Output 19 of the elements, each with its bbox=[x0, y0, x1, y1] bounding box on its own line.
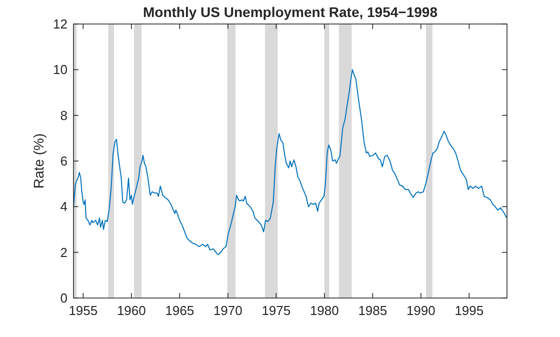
y-axis-title: Rate (%) bbox=[30, 133, 46, 189]
x-tick-label: 1980 bbox=[310, 303, 339, 318]
y-tick-label: 12 bbox=[53, 16, 68, 32]
y-tick-label: 2 bbox=[60, 244, 68, 260]
y-tick-label: 0 bbox=[60, 290, 68, 306]
x-tick-label: 1975 bbox=[262, 303, 291, 318]
x-tick-label: 1955 bbox=[68, 303, 98, 318]
x-tick-label: 1960 bbox=[116, 303, 146, 318]
x-tick-label: 1970 bbox=[213, 303, 242, 318]
x-tick-label: 1985 bbox=[358, 303, 388, 318]
y-tick-label: 4 bbox=[60, 199, 68, 214]
y-tick-label: 8 bbox=[60, 108, 68, 123]
x-tick-label: 1995 bbox=[454, 303, 484, 318]
y-tick-label: 6 bbox=[60, 154, 68, 168]
x-tick-label: 1965 bbox=[165, 303, 194, 318]
x-tick-label: 1990 bbox=[406, 303, 436, 318]
chart-title: Monthly US Unemployment Rate, 1954−1998 bbox=[143, 4, 438, 20]
line-series bbox=[74, 69, 507, 256]
y-tick-label: 10 bbox=[53, 62, 68, 78]
